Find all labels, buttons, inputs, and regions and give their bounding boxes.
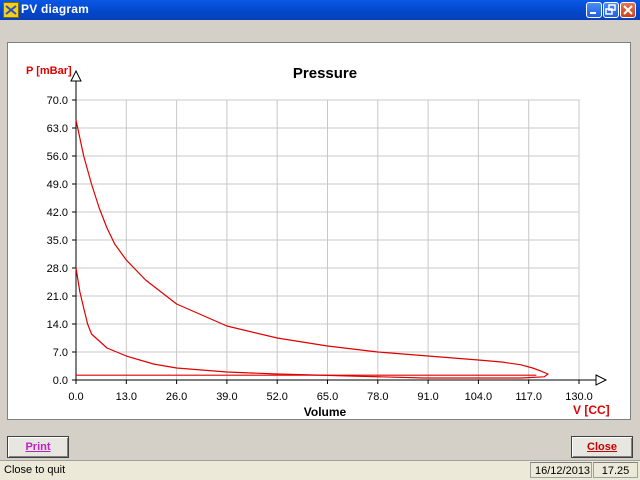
x-tick-label: 91.0 [417, 391, 438, 403]
print-button[interactable]: Print [7, 436, 69, 458]
chart-panel: 0.0 13.0 26.0 39.0 52.0 65.0 78.0 91.0 104.0 117.… [7, 42, 631, 420]
pv-chart: 0.0 13.0 26.0 39.0 52.0 65.0 78.0 91.0 104.0 117.… [26, 65, 610, 419]
minimize-button[interactable] [586, 2, 602, 18]
y-tick-label: 56.0 [47, 151, 68, 163]
x-unit-label: V [CC] [573, 403, 610, 417]
x-tick-label: 65.0 [317, 391, 338, 403]
x-tick-label: 130.0 [565, 391, 593, 403]
y-axis-arrow [70, 69, 82, 82]
y-tick-label: 28.0 [47, 263, 68, 275]
x-tick-label: 26.0 [166, 391, 187, 403]
x-tick-label: 39.0 [216, 391, 237, 403]
app-icon [3, 2, 19, 18]
status-message: Close to quit [4, 464, 66, 476]
y-tick-label: 42.0 [47, 207, 68, 219]
status-bar: Close to quit 16/12/2013 17.25 [0, 460, 640, 480]
close-button[interactable]: Close [571, 436, 633, 458]
y-tick-label: 7.0 [53, 347, 68, 359]
x-tick-label: 78.0 [367, 391, 388, 403]
y-tick-label: 0.0 [53, 375, 68, 387]
x-axis-label: Volume [304, 405, 347, 419]
window-title: PV diagram [21, 2, 90, 16]
x-tick-label: 52.0 [266, 391, 287, 403]
x-tick-label: 0.0 [68, 391, 83, 403]
close-icon [623, 5, 633, 15]
x-axis-arrow [595, 374, 608, 386]
x-tick-label: 13.0 [116, 391, 137, 403]
status-time: 17.25 [593, 462, 638, 478]
y-tick-label: 21.0 [47, 291, 68, 303]
x-tick-label: 117.0 [515, 391, 542, 403]
chart-title: Pressure [293, 65, 357, 82]
y-tick-label: 63.0 [47, 123, 68, 135]
x-tick-label: 104.0 [465, 391, 493, 403]
restore-icon [605, 4, 616, 15]
y-tick-label: 70.0 [47, 95, 68, 107]
status-date: 16/12/2013 [530, 462, 592, 478]
y-tick-label: 14.0 [47, 319, 68, 331]
y-tick-label: 35.0 [47, 235, 68, 247]
title-bar[interactable]: PV diagram [0, 0, 640, 20]
close-window-button[interactable] [620, 2, 636, 18]
minimize-icon [590, 12, 596, 14]
y-axis-label: P [mBar] [26, 65, 72, 77]
restore-button[interactable] [603, 2, 619, 18]
pv-loop-line [75, 119, 549, 379]
y-tick-label: 49.0 [47, 179, 68, 191]
